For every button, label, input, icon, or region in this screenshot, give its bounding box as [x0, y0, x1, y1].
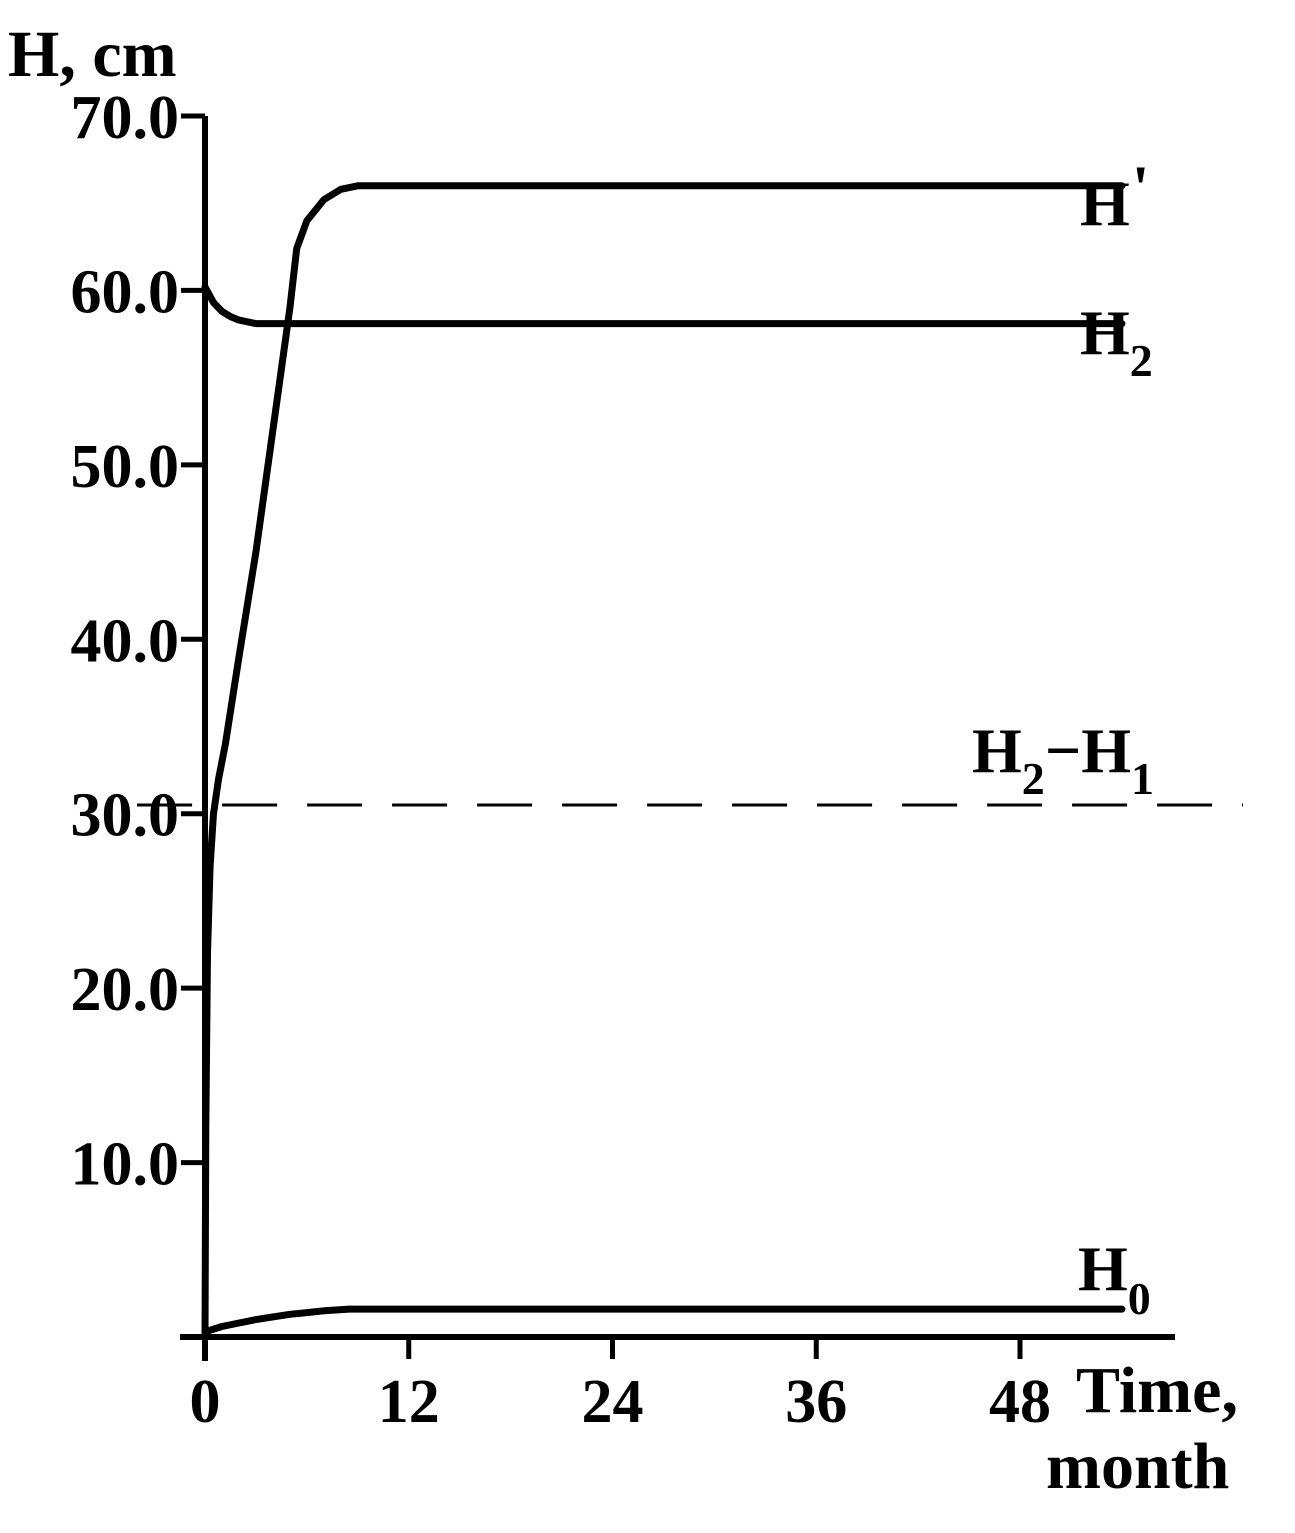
series-label-h2-minus-h1: H2−H1: [972, 715, 1154, 804]
ticks: 10.0 20.0 30.0 40.0 50.0 60.0 70.0 0 12 24 36 48: [71, 84, 1052, 1436]
axes: [180, 116, 1175, 1361]
y-tick-label: 40.0: [71, 607, 180, 675]
x-tick-label: 24: [582, 1368, 644, 1436]
series-line-2: [201, 283, 1126, 328]
x-tick-label: 36: [785, 1368, 847, 1436]
y-tick-label: 10.0: [71, 1131, 180, 1199]
x-tick-label: 12: [378, 1368, 440, 1436]
y-tick-label: 60.0: [71, 258, 180, 326]
y-tick-label: 70.0: [71, 84, 180, 152]
series-line-1: [201, 182, 1126, 1341]
series-line-4: [201, 1305, 1126, 1336]
series-label-h-prime: H': [1080, 152, 1150, 239]
y-tick-label: 30.0: [71, 782, 180, 850]
y-axis-title: H, cm: [8, 18, 177, 91]
series-label-h2: H2: [1080, 297, 1153, 386]
x-tick-label: 0: [190, 1368, 221, 1436]
y-tick-label: 20.0: [71, 956, 180, 1024]
series-layer: [137, 182, 1243, 1341]
x-axis-title-line2: month: [1046, 1430, 1229, 1503]
y-tick-label: 50.0: [71, 433, 180, 501]
series-label-h0: H0: [1078, 1233, 1151, 1324]
x-tick-label: 48: [989, 1368, 1051, 1436]
x-axis-title-line1: Time,: [1076, 1354, 1238, 1427]
